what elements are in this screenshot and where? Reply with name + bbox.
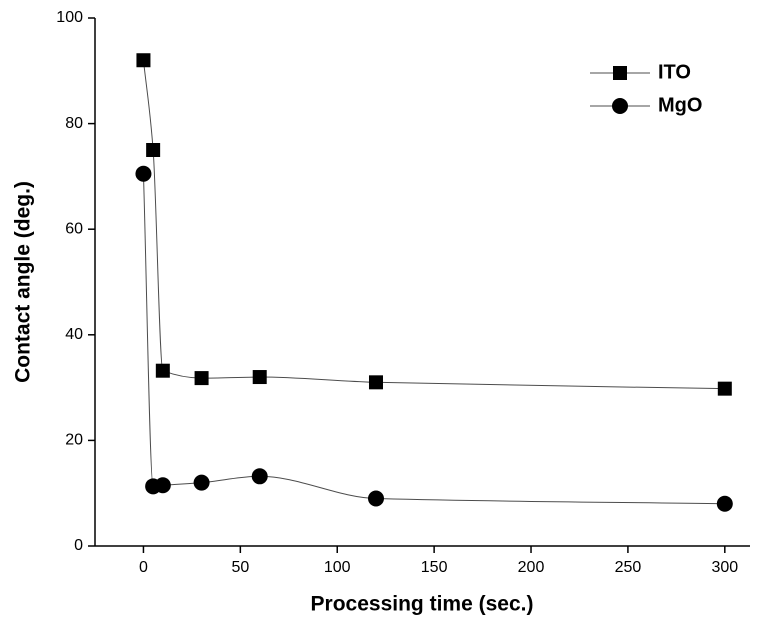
legend-marker [612,98,628,114]
y-tick-label: 0 [74,537,83,554]
y-tick-label: 100 [56,9,83,26]
y-tick-label: 20 [65,432,83,449]
marker [146,143,161,157]
y-axis-title: Contact angle (deg.) [12,181,35,383]
marker [155,363,170,378]
marker [194,371,209,386]
x-tick-label: 250 [615,559,642,576]
marker [368,375,383,390]
x-tick-label: 50 [231,559,249,576]
marker [135,165,152,182]
y-tick-label: 40 [65,326,83,343]
x-tick-label: 300 [711,559,738,576]
marker [136,53,151,68]
marker [717,381,732,396]
x-axis-title: Processing time (sec.) [311,593,534,616]
y-tick-label: 80 [65,115,83,132]
marker [252,370,267,385]
y-tick-label: 60 [65,220,83,237]
marker [154,477,171,494]
series-line [142,173,725,505]
marker [193,474,210,491]
x-tick-label: 150 [421,559,448,576]
x-tick-label: 100 [324,559,351,576]
marker [367,490,384,507]
legend-marker [613,66,627,80]
marker [716,495,733,512]
series-line [142,60,725,390]
legend-label: ITO [658,61,691,83]
legend-label: MgO [658,94,702,116]
marker [251,468,268,485]
x-tick-label: 200 [518,559,545,576]
x-tick-label: 0 [139,559,148,576]
